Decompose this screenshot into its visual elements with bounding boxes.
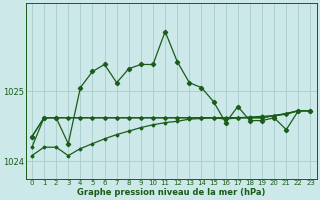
X-axis label: Graphe pression niveau de la mer (hPa): Graphe pression niveau de la mer (hPa)	[77, 188, 265, 197]
